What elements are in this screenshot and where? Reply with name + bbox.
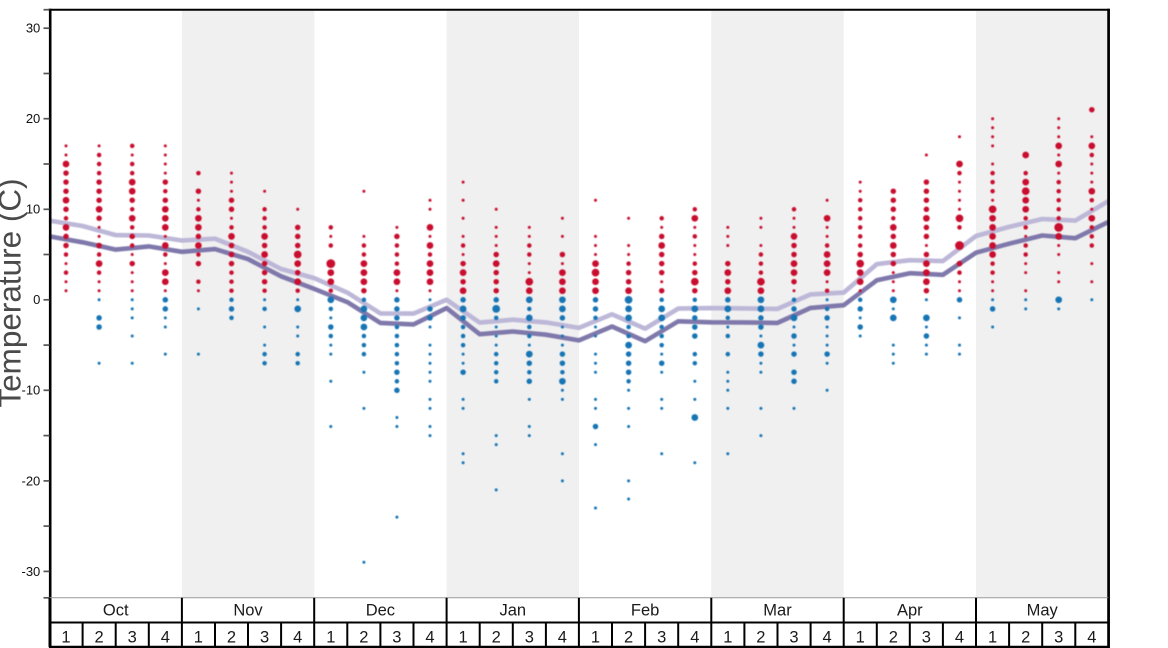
svg-text:Temperature (C): Temperature (C) <box>0 178 28 407</box>
svg-text:4: 4 <box>293 629 302 647</box>
svg-text:3: 3 <box>128 629 137 647</box>
svg-text:1: 1 <box>459 629 468 647</box>
svg-text:-20: -20 <box>22 473 41 488</box>
svg-text:3: 3 <box>1054 629 1063 647</box>
svg-text:1: 1 <box>194 629 203 647</box>
svg-text:1: 1 <box>591 629 600 647</box>
svg-text:20: 20 <box>26 111 40 126</box>
svg-text:4: 4 <box>690 629 699 647</box>
svg-text:3: 3 <box>525 629 534 647</box>
svg-text:May: May <box>1027 602 1059 620</box>
svg-text:Jan: Jan <box>499 602 526 620</box>
svg-text:4: 4 <box>558 629 567 647</box>
svg-text:3: 3 <box>789 629 798 647</box>
svg-text:Nov: Nov <box>233 602 263 620</box>
svg-text:2: 2 <box>1021 629 1030 647</box>
svg-text:3: 3 <box>922 629 931 647</box>
svg-text:4: 4 <box>955 629 964 647</box>
svg-text:1: 1 <box>61 629 70 647</box>
svg-text:2: 2 <box>227 629 236 647</box>
svg-text:-10: -10 <box>22 383 41 398</box>
svg-text:Mar: Mar <box>763 602 792 620</box>
svg-text:10: 10 <box>26 202 40 217</box>
svg-text:1: 1 <box>988 629 997 647</box>
svg-text:Dec: Dec <box>366 602 395 620</box>
svg-text:2: 2 <box>889 629 898 647</box>
svg-text:4: 4 <box>425 629 434 647</box>
svg-text:1: 1 <box>856 629 865 647</box>
svg-text:30: 30 <box>26 21 40 36</box>
svg-text:4: 4 <box>161 629 170 647</box>
svg-text:3: 3 <box>260 629 269 647</box>
svg-text:Feb: Feb <box>631 602 659 620</box>
svg-text:Apr: Apr <box>897 602 923 620</box>
svg-text:2: 2 <box>756 629 765 647</box>
svg-text:2: 2 <box>624 629 633 647</box>
svg-text:3: 3 <box>392 629 401 647</box>
svg-text:4: 4 <box>823 629 832 647</box>
svg-text:1: 1 <box>723 629 732 647</box>
svg-text:-30: -30 <box>22 564 41 579</box>
svg-text:4: 4 <box>1087 629 1096 647</box>
svg-text:Oct: Oct <box>103 602 129 620</box>
svg-text:2: 2 <box>492 629 501 647</box>
svg-text:2: 2 <box>359 629 368 647</box>
svg-text:3: 3 <box>657 629 666 647</box>
svg-text:2: 2 <box>95 629 104 647</box>
svg-text:0: 0 <box>33 292 40 307</box>
svg-text:1: 1 <box>326 629 335 647</box>
